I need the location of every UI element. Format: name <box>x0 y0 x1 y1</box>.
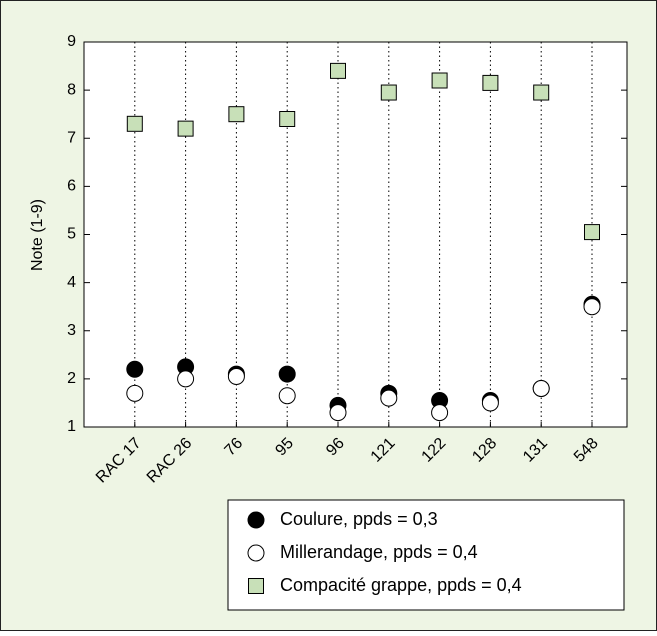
legend-label: Millerandage, ppds = 0,4 <box>280 542 478 562</box>
marker <box>279 111 296 127</box>
marker <box>247 544 265 562</box>
y-tick-label: 4 <box>67 274 76 291</box>
marker <box>380 389 398 407</box>
marker <box>481 394 499 412</box>
marker <box>532 380 550 397</box>
marker <box>177 120 194 137</box>
marker <box>431 404 449 422</box>
marker <box>278 387 296 405</box>
marker <box>177 370 195 388</box>
marker <box>228 106 245 123</box>
marker <box>247 511 265 529</box>
marker <box>330 62 346 79</box>
marker <box>227 367 245 385</box>
y-tick-label: 6 <box>67 178 76 195</box>
marker <box>533 84 550 101</box>
marker <box>584 224 600 241</box>
y-tick-label: 8 <box>67 81 76 98</box>
legend-label: Compacité grappe, ppds = 0,4 <box>280 575 522 595</box>
plot-frame <box>83 41 628 428</box>
legend-label: Coulure, ppds = 0,3 <box>280 509 438 529</box>
marker <box>126 384 144 402</box>
marker <box>380 84 397 101</box>
y-tick-label: 9 <box>67 33 76 50</box>
y-tick-label: 7 <box>67 129 76 146</box>
y-tick-label: 1 <box>67 418 76 435</box>
legend-box <box>227 499 625 611</box>
marker <box>248 578 264 594</box>
marker <box>431 72 448 89</box>
marker <box>126 115 143 132</box>
marker <box>329 404 347 422</box>
marker <box>482 74 499 91</box>
y-tick-label: 5 <box>67 226 76 243</box>
plot-area <box>84 42 627 427</box>
y-tick-label: 2 <box>67 370 76 387</box>
marker <box>126 360 144 378</box>
y-axis-label: Note (1-9) <box>29 199 46 271</box>
marker <box>278 365 296 383</box>
y-tick-label: 3 <box>67 322 76 339</box>
marker <box>583 298 601 316</box>
